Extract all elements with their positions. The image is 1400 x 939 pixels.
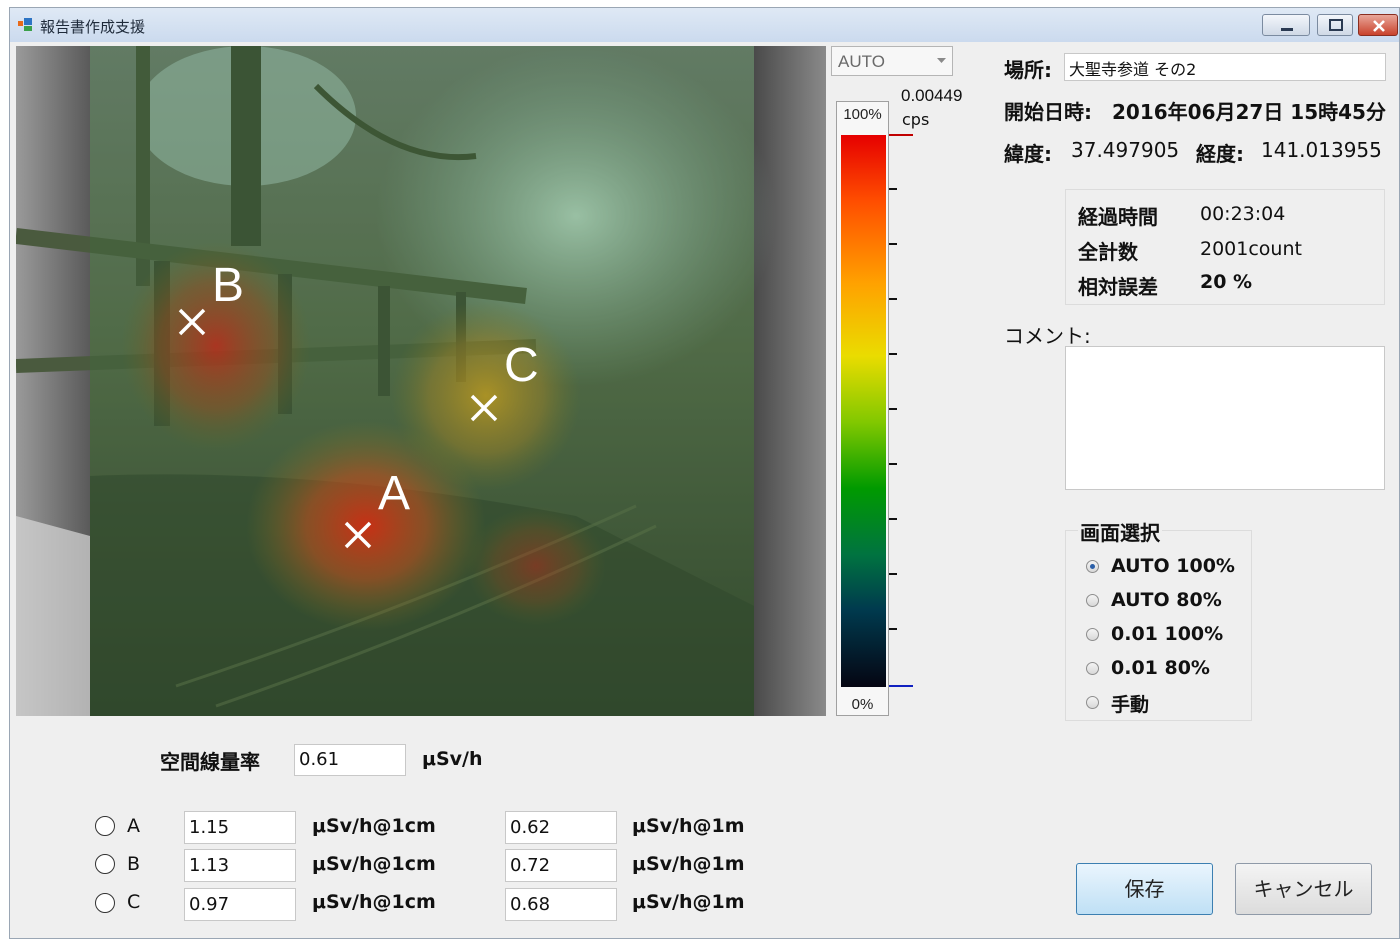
air-dose-field[interactable]: 0.61 [294,744,406,776]
point-b-1m-unit: μSv/h@1m [632,853,745,875]
longitude-label: 経度: [1196,142,1244,166]
relative-error-label: 相対誤差 [1078,275,1158,299]
maximize-icon [1329,19,1343,31]
point-c-1cm-field[interactable]: 0.97 [184,888,296,921]
latitude-value: 37.497905 [1071,138,1180,162]
point-b-1m-field[interactable]: 0.72 [505,849,617,882]
minimize-icon [1281,28,1293,31]
heatmap-image: B C A [16,46,826,716]
radio-001-80[interactable] [1086,662,1099,675]
radio-001-80-label: 0.01 80% [1111,657,1210,679]
air-dose-unit: μSv/h [422,748,483,770]
elapsed-label: 経過時間 [1078,205,1158,229]
scale-max-value: 0.00449 [901,86,963,105]
elapsed-value: 00:23:04 [1200,203,1286,225]
radio-auto-80[interactable] [1086,594,1099,607]
point-c-radio[interactable] [95,893,115,913]
total-count-value: 2001count [1200,238,1302,260]
relative-error-value: 20 % [1200,271,1253,293]
point-a-radio[interactable] [95,816,115,836]
app-icon [18,18,32,31]
comment-textarea[interactable] [1065,346,1385,490]
close-button[interactable] [1358,14,1398,36]
chevron-down-icon [937,58,946,63]
radio-auto-100[interactable] [1086,560,1099,573]
title-bar: 報告書作成支援 [10,8,1399,42]
radio-001-100-label: 0.01 100% [1111,623,1224,645]
screen-select-label: 画面選択 [1078,517,1162,546]
radio-auto-100-label: AUTO 100% [1111,555,1235,577]
point-c-1m-unit: μSv/h@1m [632,891,745,913]
radio-001-100[interactable] [1086,628,1099,641]
total-count-label: 全計数 [1078,240,1138,264]
save-button[interactable]: 保存 [1076,863,1213,915]
point-a-1m-field[interactable]: 0.62 [505,811,617,844]
color-bar [841,135,886,687]
point-b-radio[interactable] [95,854,115,874]
window-title: 報告書作成支援 [40,18,146,36]
air-dose-label: 空間線量率 [160,750,260,774]
longitude-value: 141.013955 [1261,138,1382,162]
location-field[interactable]: 大聖寺参道 その2 [1064,53,1386,81]
scale-top-label: 100% [843,106,882,123]
latitude-label: 緯度: [1004,142,1052,166]
close-icon [1373,20,1385,32]
point-c-1cm-unit: μSv/h@1cm [312,891,436,913]
screen-select-group: 画面選択 AUTO 100% AUTO 80% 0.01 100% 0.01 8… [1065,517,1252,721]
point-c-label: C [127,891,141,913]
start-datetime-label: 開始日時: [1004,100,1092,124]
marker-c-label: C [504,339,539,392]
point-b-1cm-field[interactable]: 1.13 [184,849,296,882]
marker-a-label: A [378,467,411,520]
point-a-1m-unit: μSv/h@1m [632,815,745,837]
maximize-button[interactable] [1317,14,1353,36]
location-label: 場所: [1004,58,1052,82]
radio-auto-80-label: AUTO 80% [1111,589,1222,611]
cancel-button[interactable]: キャンセル [1235,863,1372,915]
scale-ticks [889,134,913,687]
marker-b[interactable] [178,308,206,336]
point-b-1cm-unit: μSv/h@1cm [312,853,436,875]
point-c-1m-field[interactable]: 0.68 [505,888,617,921]
scale-mode-combo[interactable]: AUTO [831,46,953,76]
stats-panel: 経過時間 00:23:04 全計数 2001count 相対誤差 20 % [1065,189,1385,305]
scale-unit: cps [902,110,930,129]
radio-manual-label: 手動 [1111,694,1150,716]
scale-bottom-label: 0% [851,696,874,713]
heatmap-photo-graphic [16,46,826,716]
radio-manual[interactable] [1086,696,1099,709]
point-b-label: B [127,853,141,875]
marker-layer [178,308,498,549]
marker-b-label: B [212,259,245,312]
point-a-label: A [127,815,140,837]
point-a-1cm-field[interactable]: 1.15 [184,811,296,844]
marker-c[interactable] [470,394,498,422]
scale-mode-value: AUTO [838,52,885,71]
point-a-1cm-unit: μSv/h@1cm [312,815,436,837]
comment-label: コメント: [1004,324,1091,348]
color-scale: 100% 0% [836,101,889,716]
marker-a[interactable] [344,521,372,549]
minimize-button[interactable] [1262,14,1310,36]
start-datetime-value: 2016年06月27日 15時45分 [1112,100,1386,124]
